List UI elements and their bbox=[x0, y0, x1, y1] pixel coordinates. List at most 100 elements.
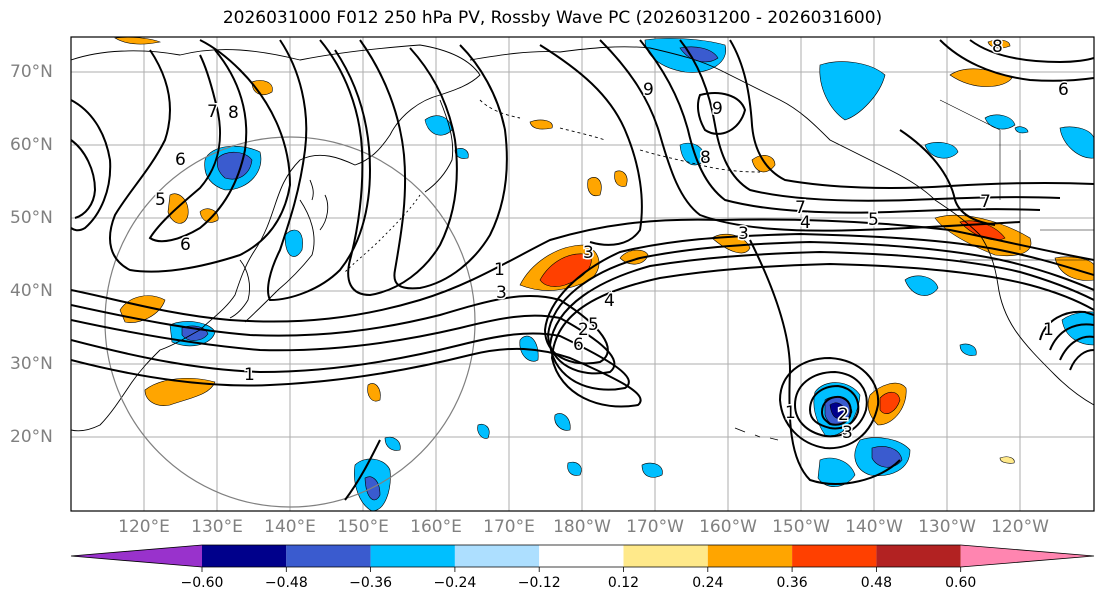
contour-label: 7 bbox=[207, 102, 218, 122]
colorbar-tick-label: −0.12 bbox=[517, 575, 561, 591]
pv-contours bbox=[71, 39, 1094, 501]
pv-contour bbox=[1069, 349, 1094, 371]
coastline-japan bbox=[244, 179, 329, 323]
map-title: 2026031000 F012 250 hPa PV, Rossby Wave … bbox=[222, 8, 883, 28]
pv-contour bbox=[969, 39, 1094, 64]
pv-contour bbox=[267, 39, 372, 302]
lat-label: 40°N bbox=[10, 281, 53, 301]
pv-contour bbox=[939, 39, 1094, 82]
contour-label: 1 bbox=[1043, 320, 1054, 340]
pv-contour bbox=[749, 239, 901, 485]
pv-contour bbox=[1049, 323, 1094, 351]
pv-contour bbox=[71, 99, 112, 232]
lon-label: 120°W bbox=[991, 517, 1049, 537]
colorbar-segment bbox=[707, 545, 793, 567]
colorbar-segment bbox=[623, 545, 708, 567]
lon-label: 160°E bbox=[410, 517, 462, 537]
map-border bbox=[70, 36, 1095, 512]
lon-label: 140°E bbox=[264, 517, 316, 537]
contour-label: 6 bbox=[175, 150, 186, 170]
pv-contour bbox=[639, 39, 1041, 214]
pv-contour bbox=[696, 92, 747, 135]
contour-label: 9 bbox=[712, 99, 723, 119]
contour-label: 7 bbox=[980, 192, 991, 212]
colorbar-tick-label: −0.24 bbox=[433, 575, 477, 591]
contour-label: 1 bbox=[244, 365, 255, 385]
coastline-kuril bbox=[344, 194, 421, 273]
lon-label: 130°W bbox=[918, 517, 976, 537]
pv-contour bbox=[539, 44, 643, 246]
contour-label: 6 bbox=[1058, 80, 1069, 100]
colorbar-tick-label: −0.48 bbox=[264, 575, 308, 591]
contour-label: 4 bbox=[800, 213, 811, 233]
contour-label: 7 bbox=[795, 198, 806, 218]
lon-label: 160°W bbox=[699, 517, 757, 537]
colorbar-segment bbox=[454, 545, 540, 567]
colorbar-extend-high bbox=[960, 545, 1094, 567]
coastline-korea bbox=[229, 259, 251, 319]
contour-label: 2 bbox=[578, 320, 589, 340]
pv-contour bbox=[599, 39, 1021, 232]
coastline-north-america bbox=[934, 199, 1094, 406]
lat-label: 20°N bbox=[10, 427, 53, 447]
contour-label: 5 bbox=[588, 315, 599, 335]
pv-contour bbox=[344, 439, 381, 501]
country-borders bbox=[939, 99, 1094, 261]
coastline-asia bbox=[71, 44, 481, 432]
pv-contour bbox=[729, 39, 1094, 189]
pv-contour bbox=[148, 49, 248, 243]
wave-packet-circle bbox=[104, 136, 476, 508]
contour-label: 1 bbox=[785, 403, 796, 423]
lon-label: 180°W bbox=[553, 517, 611, 537]
pv-contour bbox=[778, 356, 880, 450]
contour-label: 8 bbox=[700, 148, 711, 168]
colorbar-tick-label: 0.48 bbox=[860, 575, 892, 591]
lon-label: 130°E bbox=[191, 517, 243, 537]
pv-contour bbox=[679, 39, 1061, 202]
pv-contour bbox=[109, 39, 292, 273]
pv-contour bbox=[820, 395, 852, 426]
colorbar bbox=[70, 544, 1095, 572]
contour-label: 8 bbox=[228, 103, 239, 123]
colorbar-tick-label: 0.36 bbox=[776, 575, 808, 591]
colorbar-tick-label: −0.36 bbox=[349, 575, 393, 591]
contour-label: 9 bbox=[643, 80, 654, 100]
contour-label: 4 bbox=[604, 291, 615, 311]
lat-label: 50°N bbox=[10, 208, 53, 228]
contour-label: 3 bbox=[583, 243, 594, 263]
colorbar-segment bbox=[370, 545, 455, 567]
pv-contour bbox=[71, 232, 1094, 365]
lon-label: 150°E bbox=[337, 517, 389, 537]
lon-label: 140°W bbox=[845, 517, 903, 537]
pv-contour bbox=[71, 250, 1094, 391]
contour-label: 2 bbox=[838, 405, 849, 425]
lat-label: 30°N bbox=[10, 354, 53, 374]
colorbar-segment bbox=[792, 545, 877, 567]
coastline-kamchatka bbox=[424, 99, 454, 193]
colorbar-tick-label: 0.24 bbox=[692, 575, 724, 591]
contour-label: 3 bbox=[842, 423, 853, 443]
coastline-alaska bbox=[469, 46, 936, 201]
colorbar-tick-label: 0.60 bbox=[945, 575, 977, 591]
colorbar-extend-low bbox=[71, 545, 202, 567]
colorbar-segment bbox=[286, 545, 371, 567]
colorbar-tick-label: 0.12 bbox=[607, 575, 640, 591]
contour-label: 6 bbox=[180, 235, 191, 255]
pv-contour bbox=[71, 240, 1094, 375]
coastline-hawaii bbox=[734, 427, 779, 441]
contour-label: 8 bbox=[992, 37, 1003, 57]
lon-label: 120°E bbox=[118, 517, 170, 537]
contour-label: 5 bbox=[155, 190, 166, 210]
contour-label: 3 bbox=[738, 224, 749, 244]
contour-label: 3 bbox=[496, 283, 507, 303]
pv-contour bbox=[71, 139, 97, 219]
contour-label: 5 bbox=[868, 210, 879, 230]
pv-contour bbox=[1059, 335, 1094, 361]
colorbar-segment bbox=[202, 545, 287, 567]
pv-contour bbox=[808, 384, 860, 430]
contour-labels: 7 8 6 5 6 1 1 3 2 3 4 5 6 7 4 5 3 7 8 9 … bbox=[154, 37, 1071, 445]
colorbar-segment bbox=[876, 545, 961, 567]
lat-label: 60°N bbox=[10, 135, 53, 155]
pv-contour bbox=[71, 218, 1094, 323]
